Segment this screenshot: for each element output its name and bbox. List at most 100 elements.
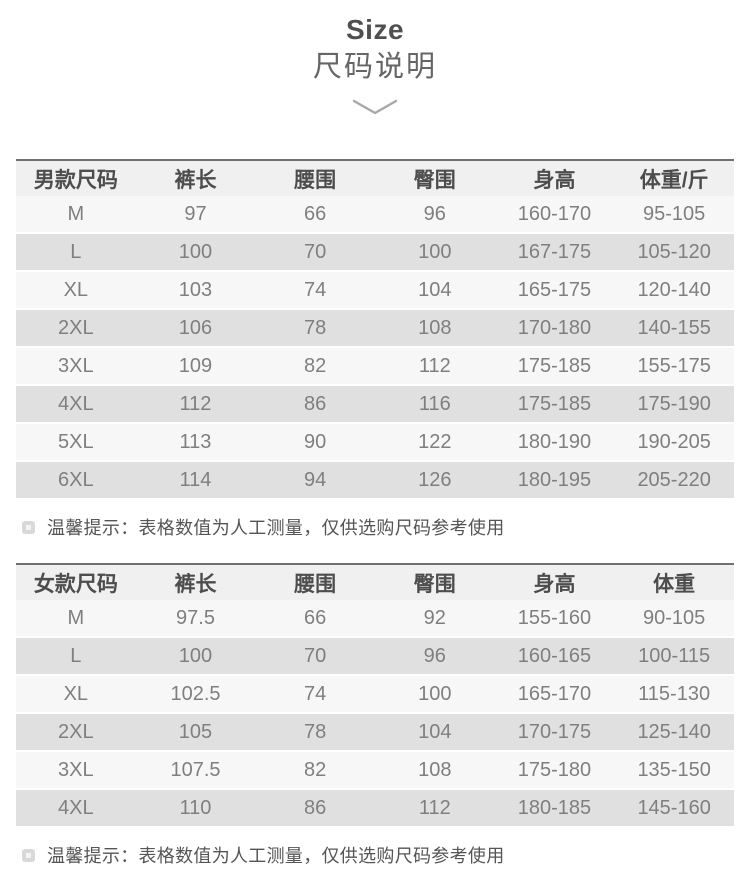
tip-bullet-inner bbox=[26, 852, 31, 858]
table-cell: 70 bbox=[255, 234, 375, 272]
table-cell: 105-120 bbox=[614, 234, 734, 272]
column-header: 男款尺码 bbox=[16, 161, 136, 196]
table-cell: 160-170 bbox=[494, 196, 615, 234]
header-row: 女款尺码 裤长 腰围 臀围 身高 体重 bbox=[16, 565, 734, 600]
table-cell: 4XL bbox=[16, 386, 136, 424]
table-row: 5XL 113 90 122 180-190 190-205 bbox=[16, 424, 734, 462]
section-title-zh: 尺码说明 bbox=[312, 51, 437, 83]
table-cell: 100 bbox=[135, 234, 256, 272]
table-cell: M bbox=[16, 600, 136, 638]
table-cell: 5XL bbox=[16, 424, 136, 462]
column-header: 身高 bbox=[494, 161, 615, 196]
table-cell: 74 bbox=[255, 676, 375, 714]
table-cell: 180-190 bbox=[494, 424, 615, 462]
table-cell: 108 bbox=[374, 752, 495, 790]
table-cell: 190-205 bbox=[614, 424, 734, 462]
women-note-text: 温馨提示：表格数值为人工测量，仅供选购尺码参考使用 bbox=[47, 846, 505, 866]
chevron-down-icon bbox=[0, 99, 750, 117]
table-cell: 100 bbox=[135, 638, 256, 676]
column-header: 腰围 bbox=[255, 565, 375, 600]
table-cell: XL bbox=[16, 272, 136, 310]
table-cell: 82 bbox=[255, 348, 375, 386]
table-cell: 170-180 bbox=[494, 310, 615, 348]
table-row: XL 103 74 104 165-175 120-140 bbox=[16, 272, 734, 310]
men-note-text: 温馨提示：表格数值为人工测量，仅供选购尺码参考使用 bbox=[47, 518, 505, 538]
table-cell: 6XL bbox=[16, 462, 136, 498]
table-cell: L bbox=[16, 234, 136, 272]
table-cell: 95-105 bbox=[614, 196, 734, 234]
table-cell: 170-175 bbox=[494, 714, 615, 752]
table-cell: 92 bbox=[374, 600, 495, 638]
table-cell: 2XL bbox=[16, 310, 136, 348]
table-cell: 104 bbox=[374, 272, 495, 310]
table-cell: 96 bbox=[374, 196, 495, 234]
table-cell: 160-165 bbox=[494, 638, 615, 676]
column-header: 腰围 bbox=[255, 161, 375, 196]
table-cell: 86 bbox=[255, 386, 375, 424]
table-cell: 78 bbox=[255, 714, 375, 752]
column-header: 裤长 bbox=[135, 161, 256, 196]
men-table-note: 温馨提示：表格数值为人工测量，仅供选购尺码参考使用 bbox=[22, 514, 750, 540]
table-cell: 104 bbox=[374, 714, 495, 752]
table-cell: 175-190 bbox=[614, 386, 734, 424]
table-cell: 109 bbox=[135, 348, 256, 386]
column-header: 裤长 bbox=[135, 565, 256, 600]
column-header: 女款尺码 bbox=[16, 565, 136, 600]
table-cell: 78 bbox=[255, 310, 375, 348]
table-cell: 125-140 bbox=[614, 714, 734, 752]
table-cell: 120-140 bbox=[614, 272, 734, 310]
table-cell: 3XL bbox=[16, 752, 136, 790]
table-cell: 114 bbox=[135, 462, 256, 498]
table-cell: M bbox=[16, 196, 136, 234]
column-header: 臀围 bbox=[374, 161, 495, 196]
tip-bullet-icon bbox=[22, 848, 35, 862]
table-cell: 205-220 bbox=[614, 462, 734, 498]
table-cell: 90 bbox=[255, 424, 375, 462]
women-table-note: 温馨提示：表格数值为人工测量，仅供选购尺码参考使用 bbox=[22, 842, 750, 868]
table-cell: 112 bbox=[374, 790, 495, 826]
table-row: 2XL 106 78 108 170-180 140-155 bbox=[16, 310, 734, 348]
section-title-en: Size bbox=[345, 14, 405, 45]
men-size-table: 男款尺码 裤长 腰围 臀围 身高 体重/斤 M 97 66 96 160-170 95-105 L 100… bbox=[16, 159, 734, 498]
table-row: M 97.5 66 92 155-160 90-105 bbox=[16, 600, 734, 638]
table-cell: 70 bbox=[255, 638, 375, 676]
table-cell: 82 bbox=[255, 752, 375, 790]
table-row: L 100 70 96 160-165 100-115 bbox=[16, 638, 734, 676]
tip-bullet-inner bbox=[26, 524, 31, 530]
table-cell: 115-130 bbox=[614, 676, 734, 714]
table-cell: 165-170 bbox=[494, 676, 615, 714]
table-cell: 116 bbox=[374, 386, 495, 424]
table-cell: 108 bbox=[374, 310, 495, 348]
table-cell: 2XL bbox=[16, 714, 136, 752]
table-cell: 106 bbox=[135, 310, 256, 348]
table-cell: 145-160 bbox=[614, 790, 734, 826]
table-cell: 140-155 bbox=[614, 310, 734, 348]
table-cell: 102.5 bbox=[135, 676, 256, 714]
table-row: 3XL 107.5 82 108 175-180 135-150 bbox=[16, 752, 734, 790]
table-row: 4XL 110 86 112 180-185 145-160 bbox=[16, 790, 734, 826]
table-cell: 180-195 bbox=[494, 462, 615, 498]
table-row: 6XL 114 94 126 180-195 205-220 bbox=[16, 462, 734, 498]
table-cell: 103 bbox=[135, 272, 256, 310]
section-header: Size 尺码说明 bbox=[0, 0, 750, 117]
table-cell: 90-105 bbox=[614, 600, 734, 638]
table-cell: 3XL bbox=[16, 348, 136, 386]
table-cell: 66 bbox=[255, 196, 375, 234]
table-cell: 74 bbox=[255, 272, 375, 310]
table-cell: 4XL bbox=[16, 790, 136, 826]
women-size-table: 女款尺码 裤长 腰围 臀围 身高 体重 M 97.5 66 92 155-160 90-105 L 100… bbox=[16, 563, 734, 826]
table-cell: 100 bbox=[374, 234, 495, 272]
table-cell: 165-175 bbox=[494, 272, 615, 310]
table-cell: L bbox=[16, 638, 136, 676]
table-cell: 100 bbox=[374, 676, 495, 714]
table-cell: 155-160 bbox=[494, 600, 615, 638]
table-cell: 66 bbox=[255, 600, 375, 638]
table-cell: 167-175 bbox=[494, 234, 615, 272]
table-row: M 97 66 96 160-170 95-105 bbox=[16, 196, 734, 234]
table-cell: 96 bbox=[374, 638, 495, 676]
table-cell: 175-180 bbox=[494, 752, 615, 790]
tip-bullet-icon bbox=[22, 520, 35, 534]
table-cell: 105 bbox=[135, 714, 256, 752]
table-row: 4XL 112 86 116 175-185 175-190 bbox=[16, 386, 734, 424]
